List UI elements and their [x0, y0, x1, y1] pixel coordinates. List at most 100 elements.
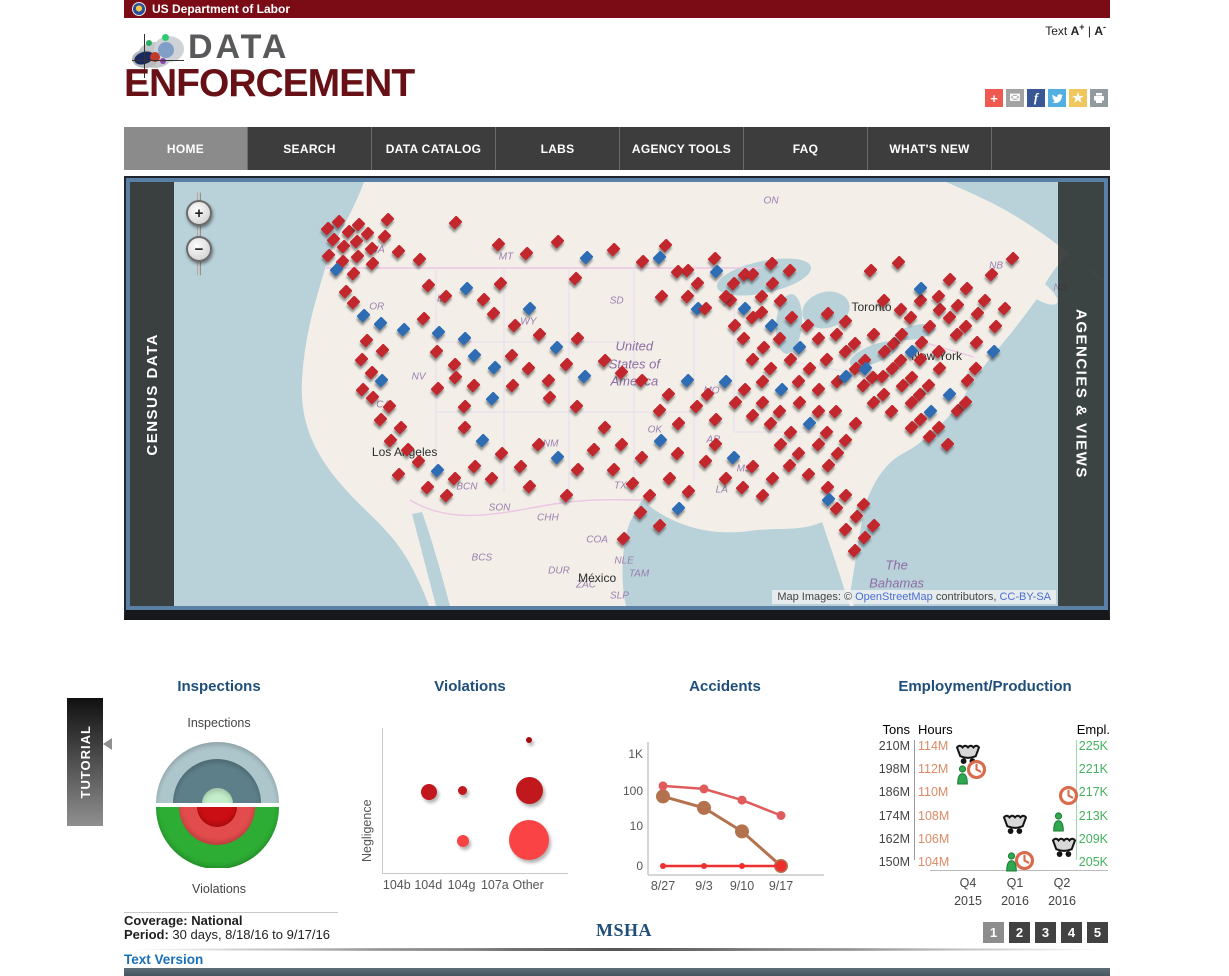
nav-tab-labs[interactable]: LABS	[496, 127, 620, 170]
employment-axis-line	[914, 740, 915, 860]
svg-text:8/27: 8/27	[651, 879, 675, 893]
violations-bubble	[456, 835, 469, 848]
bullseye-bottom-label: Violations	[192, 882, 246, 896]
cc-by-sa-link[interactable]: CC-BY-SA	[999, 591, 1051, 603]
worker-icon	[1051, 812, 1066, 837]
print-icon[interactable]	[1090, 89, 1108, 107]
accidents-chart: Accidents 0 10 100 1K 8/27 9/3 9/10 9/17	[610, 670, 840, 908]
map-label: LA	[715, 484, 728, 496]
footer-bar	[124, 968, 1110, 976]
clock-icon	[966, 759, 987, 785]
facebook-icon[interactable]: f	[1027, 89, 1045, 107]
employment-axis-tick: 205K	[1078, 855, 1108, 869]
employment-axis-tick: 112M	[918, 762, 949, 777]
page-button-5[interactable]: 5	[1087, 922, 1108, 943]
employment-axis-tick: 162M	[878, 831, 910, 846]
map-label: NM	[542, 438, 559, 450]
employment-axis-tick: 225K	[1078, 739, 1108, 753]
accidents-chart-title: Accidents	[689, 678, 761, 695]
nav-tab-agency-tools[interactable]: AGENCY TOOLS	[620, 127, 744, 170]
violations-x-axis-labels: 104b 104d 104g 107a Other	[382, 878, 567, 894]
map-label: WA	[368, 244, 385, 256]
twitter-icon[interactable]	[1048, 89, 1066, 107]
svg-text:0: 0	[636, 859, 643, 873]
violations-chart: Violations Negligence 104b 104d 104g 107a Ot…	[360, 670, 580, 908]
map-label: SD	[609, 295, 624, 307]
employment-axis-tick: 209K	[1078, 831, 1108, 846]
share-plus-icon[interactable]: +	[985, 89, 1003, 107]
violations-x-tick: 104d	[414, 878, 443, 892]
employment-axis-tick: 198M	[878, 762, 910, 777]
svg-text:9/10: 9/10	[730, 879, 754, 893]
map-label: SON	[488, 502, 511, 514]
map-label: DUR	[548, 565, 570, 577]
nav-tab-faq[interactable]: FAQ	[744, 127, 868, 170]
agency-label: MSHA	[596, 920, 652, 940]
violations-x-tick: 107a	[480, 878, 509, 892]
map-label: CHH	[537, 512, 559, 524]
employment-x-tick: 2016	[1001, 894, 1029, 908]
nav-tab-search[interactable]: SEARCH	[248, 127, 372, 170]
page-button-2[interactable]: 2	[1009, 922, 1030, 943]
empl-axis-header: Empl.	[1076, 722, 1110, 737]
page-button-3[interactable]: 3	[1035, 922, 1056, 943]
violations-x-tick: 104g	[447, 878, 476, 892]
employment-axis-tick: 213K	[1078, 808, 1108, 823]
hours-axis-header: Hours	[918, 722, 953, 737]
page-button-4[interactable]: 4	[1061, 922, 1082, 943]
map-label: The Bahamas	[869, 557, 925, 591]
text-version-link[interactable]: Text Version	[124, 952, 204, 967]
zoom-stem	[197, 192, 201, 276]
census-data-rail[interactable]: CENSUS DATA	[130, 182, 174, 606]
coverage-line: Coverage: National	[124, 913, 243, 928]
dol-topbar: US Department of Labor	[124, 0, 1110, 18]
employment-axis-tick: 210M	[878, 739, 910, 753]
nav-tab-data-catalog[interactable]: DATA CATALOG	[372, 127, 496, 170]
map-label: ZAC	[575, 579, 596, 591]
employment-x-tick: Q2	[1053, 876, 1071, 890]
agencies-views-rail[interactable]: AGENCIES & VIEWS	[1058, 182, 1104, 606]
employment-axis-tick: 110M	[918, 785, 949, 800]
map-label: OR	[369, 301, 385, 313]
map-zoom-control: + −	[186, 192, 212, 276]
map-label: SLP	[610, 590, 629, 602]
page-button-1[interactable]: 1	[983, 922, 1004, 943]
minecart-icon	[1049, 836, 1079, 863]
dol-seal-icon	[132, 2, 146, 16]
email-icon[interactable]: ✉	[1006, 89, 1024, 107]
data-enforcement-logo-icon	[132, 34, 188, 78]
employment-axis-tick: 221K	[1078, 762, 1108, 777]
favorite-star-icon[interactable]: ★	[1069, 89, 1087, 107]
map-label: NV	[411, 371, 426, 383]
census-data-rail-label: CENSUS DATA	[143, 332, 161, 456]
agencies-views-rail-label: AGENCIES & VIEWS	[1072, 309, 1090, 479]
map-label: COA	[586, 534, 608, 546]
tutorial-tab[interactable]: TUTORIAL	[67, 698, 112, 826]
map-label: TAM	[628, 568, 650, 580]
map-canvas[interactable]: + − Map Images: © OpenStreetMap contribu…	[174, 182, 1104, 606]
svg-text:100: 100	[623, 784, 643, 798]
map-label: WY	[520, 316, 537, 328]
map-zoom-out-button[interactable]: −	[186, 236, 212, 262]
map-label: NB	[989, 260, 1004, 272]
map-label: TX	[614, 480, 627, 492]
employment-axis-tick: 174M	[878, 808, 910, 823]
employment-x-tick: 2016	[1048, 894, 1076, 908]
map-label: ON	[763, 195, 779, 207]
bullseye-bottom-half	[155, 807, 279, 868]
employment-chart-title: Employment/Production	[898, 678, 1072, 695]
employment-x-axis-line	[930, 870, 1108, 871]
violations-bubble	[509, 819, 550, 860]
text-larger-button[interactable]: A+	[1070, 22, 1085, 38]
violations-x-tick: 104b	[382, 878, 411, 892]
text-smaller-button[interactable]: A-	[1094, 22, 1106, 38]
employment-axis-tick: 108M	[918, 808, 950, 823]
openstreetmap-link[interactable]: OpenStreetMap	[855, 591, 933, 603]
nav-tab-home[interactable]: HOME	[124, 127, 248, 170]
nav-tab-what-s-new[interactable]: WHAT'S NEW	[868, 127, 992, 170]
map-label: MT	[498, 251, 514, 263]
social-share-bar: + ✉ f ★	[985, 89, 1108, 107]
violations-bubble	[458, 785, 468, 795]
map-zoom-in-button[interactable]: +	[186, 200, 212, 226]
